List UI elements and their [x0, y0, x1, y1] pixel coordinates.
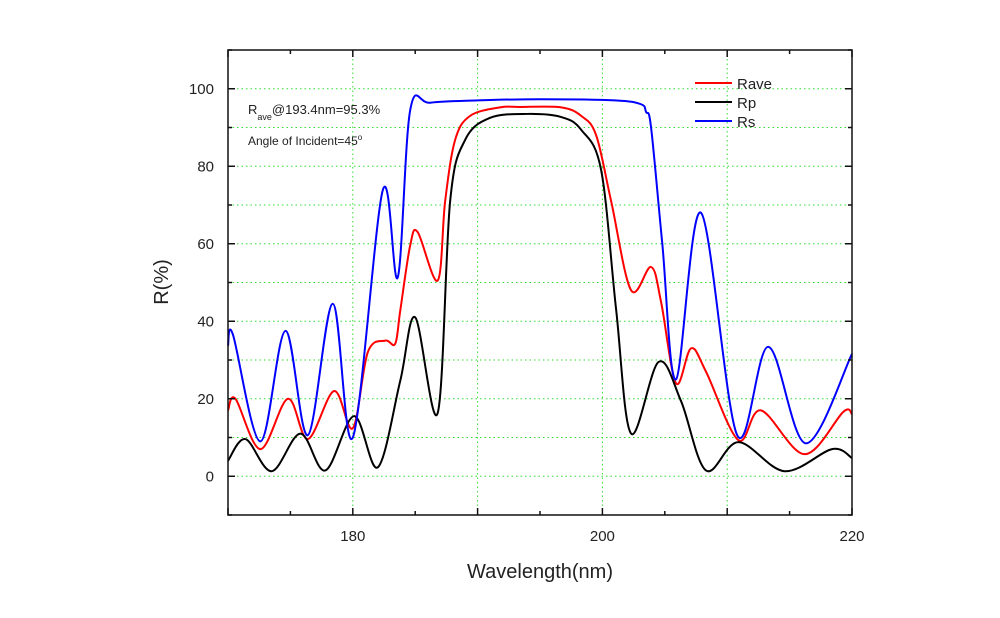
y-tick-label: 60	[197, 236, 214, 253]
legend-label-rp: Rp	[737, 95, 756, 112]
series-line-rave	[227, 105, 853, 456]
axis-ticks	[227, 49, 853, 516]
x-axis-label: Wavelength(nm)	[467, 561, 613, 583]
annotation-line-2: Angle of Incident=45o	[248, 133, 363, 148]
legend: Rave Rp Rs	[695, 76, 772, 131]
x-tick-label: 220	[839, 528, 864, 545]
series-line-rs	[227, 94, 853, 445]
x-tick-label: 180	[340, 528, 365, 545]
x-tick-label: 200	[590, 528, 615, 545]
tick-labels: 0 20 40 60 80 100 180 200 220	[189, 81, 865, 545]
series-lines	[227, 94, 853, 473]
y-tick-label: 80	[197, 158, 214, 175]
annotation-line-1: Rave@193.4nm=95.3%	[248, 102, 381, 122]
y-axis-label: R(%)	[151, 259, 173, 305]
y-tick-label: 40	[197, 313, 214, 330]
y-tick-label: 100	[189, 81, 214, 98]
grid	[228, 50, 852, 515]
series-line-rp	[227, 112, 853, 473]
legend-label-rs: Rs	[737, 114, 755, 131]
legend-label-rave: Rave	[737, 76, 772, 93]
y-tick-label: 0	[206, 468, 214, 485]
annotation: Rave@193.4nm=95.3% Angle of Incident=45o	[248, 102, 381, 148]
y-tick-label: 20	[197, 391, 214, 408]
